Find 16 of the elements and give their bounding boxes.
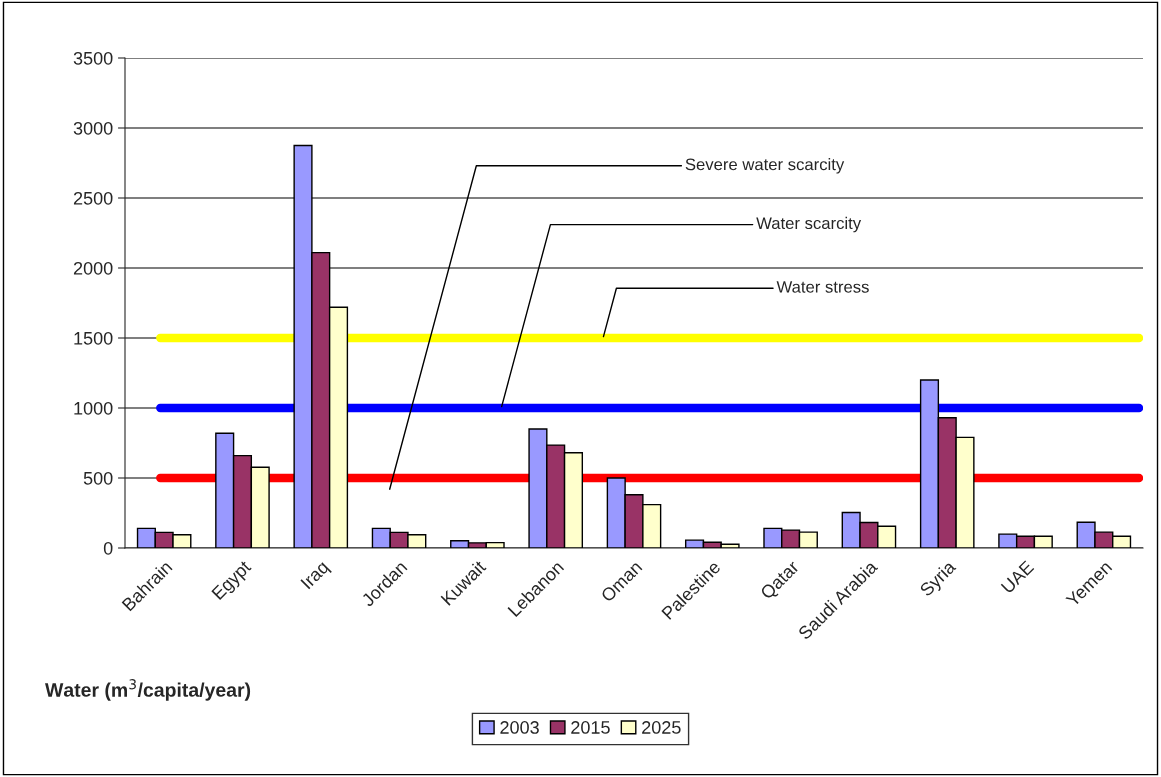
y-tick-label: 1500 <box>74 331 113 345</box>
ref-line-label: Water stress <box>776 281 869 293</box>
y-tick-label: 2000 <box>73 261 113 275</box>
y-tick-label: 0 <box>103 541 113 555</box>
y-tick-label: 2500 <box>73 191 113 205</box>
y-tick-label: 3500 <box>73 51 113 65</box>
legend-label: 2015 <box>571 721 610 734</box>
legend-label: 2003 <box>500 721 539 734</box>
y-tick-label: 500 <box>83 471 113 485</box>
legend-label: 2025 <box>642 721 681 734</box>
ref-line-label: Water scarcity <box>756 216 862 233</box>
x-tick-label: Iraq <box>300 560 332 592</box>
ref-line-label: Severe water scarcity <box>685 158 845 174</box>
x-axis-title: Water (m$^{3}$/capita/year) <box>45 679 251 701</box>
y-tick-label: 3000 <box>73 121 113 135</box>
y-tick-label: 1000 <box>74 401 113 415</box>
